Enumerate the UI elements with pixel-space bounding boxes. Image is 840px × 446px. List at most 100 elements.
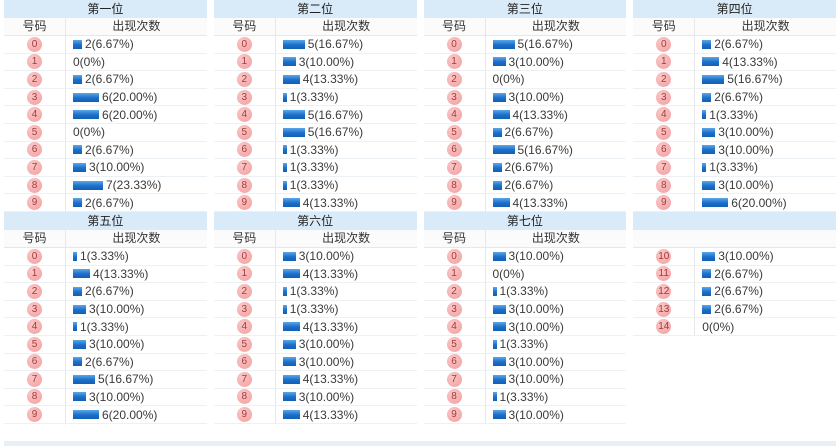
number-badge: 2 (446, 283, 462, 299)
frequency-value: 2(6.67%) (85, 195, 134, 210)
number-badge: 5 (27, 336, 42, 352)
number-cell: 0 (633, 36, 696, 53)
count-cell: 1(3.33%) (276, 142, 417, 159)
number-cell: 9 (424, 406, 486, 423)
frequency-bar (702, 162, 707, 172)
frequency-value: 3(10.00%) (718, 249, 774, 264)
number-badge: 1 (27, 54, 42, 70)
count-cell: 2(6.67%) (66, 194, 207, 211)
table-row: 9 4(13.33%) (213, 406, 417, 424)
number-cell: 13 (633, 300, 696, 318)
count-cell: 2(6.67%) (695, 301, 836, 318)
count-cell: 3(10.00%) (486, 248, 627, 265)
count-cell: 5(16.67%) (276, 106, 417, 123)
frequency-value: 5(16.67%) (727, 72, 783, 87)
frequency-bar (492, 357, 506, 367)
number-cell: 6 (633, 141, 696, 159)
position-stats-table: 10 3(10.00%) 11 2(6.67%) 12 2(6.67%) 13 2(6.67%… (633, 211, 836, 424)
table-row: 4 6(20.00%) (4, 106, 207, 124)
number-cell: 0 (424, 36, 486, 53)
position-stats-table: 第二位 号码 出现次数 0 5(16.67%) 1 3(10.00%) 2 4(13.33%) 3… (213, 0, 417, 212)
number-cell: 9 (214, 406, 276, 423)
table-row: 2 2(6.67%) (4, 71, 207, 89)
frequency-value: 2(6.67%) (714, 37, 763, 52)
number-badge: 5 (656, 124, 672, 140)
table-row: 0 2(6.67%) (4, 36, 207, 54)
frequency-value: 3(10.00%) (508, 302, 564, 317)
table-row: 4 3(10.00%) (423, 318, 627, 336)
count-cell: 1(3.33%) (276, 89, 417, 106)
column-header-number: 号码 (4, 18, 66, 35)
count-cell: 4(13.33%) (276, 318, 417, 335)
number-cell: 3 (214, 300, 276, 318)
number-cell: 1 (214, 265, 276, 283)
number-badge: 0 (236, 36, 252, 52)
frequency-bar (702, 145, 716, 155)
frequency-value: 5(16.67%) (98, 372, 154, 387)
table-row: 1 0(0%) (4, 53, 207, 72)
frequency-value: 3(10.00%) (508, 319, 564, 334)
frequency-bar (492, 162, 502, 172)
count-cell: 1(3.33%) (66, 248, 207, 265)
table-row: 3 2(6.67%) (633, 88, 836, 107)
table-row: 2 0(0%) (423, 71, 627, 89)
frequency-bar (282, 162, 287, 172)
frequency-value: 4(13.33%) (93, 266, 149, 281)
number-badge: 8 (27, 177, 42, 193)
frequency-bar (282, 392, 296, 402)
column-header-number: 号码 (214, 229, 276, 247)
frequency-bar (73, 357, 82, 367)
count-cell: 3(10.00%) (695, 248, 836, 265)
frequency-value: 1(3.33%) (80, 319, 129, 334)
count-cell: 3(10.00%) (276, 336, 417, 353)
number-cell: 0 (214, 247, 276, 265)
table-title (633, 211, 836, 230)
number-cell: 11 (633, 265, 696, 283)
frequency-bar (702, 57, 720, 67)
table-row: 6 5(16.67%) (423, 141, 627, 160)
number-cell: 2 (633, 71, 696, 88)
number-badge: 5 (27, 124, 42, 140)
column-header-number: 号码 (424, 18, 486, 35)
table-row: 0 5(16.67%) (213, 36, 417, 54)
number-badge: 9 (236, 195, 252, 211)
count-cell: 3(10.00%) (276, 54, 417, 71)
table-row: 1 0(0%) (423, 265, 627, 284)
number-badge: 6 (236, 142, 252, 158)
count-cell: 3(10.00%) (695, 177, 836, 194)
frequency-value: 1(3.33%) (499, 389, 549, 404)
number-cell: 7 (4, 159, 66, 176)
number-cell: 14 (633, 318, 696, 335)
frequency-bar (73, 162, 86, 172)
number-badge: 6 (446, 142, 462, 158)
frequency-value: 2(6.67%) (504, 160, 554, 175)
number-cell: 1 (424, 265, 486, 283)
number-cell: 1 (4, 53, 66, 71)
count-cell: 2(6.67%) (66, 71, 207, 88)
frequency-value: 3(10.00%) (508, 249, 564, 264)
frequency-bar (492, 39, 515, 49)
count-cell: 3(10.00%) (695, 124, 836, 141)
frequency-value: 6(20.00%) (102, 90, 158, 105)
number-cell: 7 (633, 159, 696, 176)
number-cell: 4 (633, 106, 696, 123)
frequency-value: 4(13.33%) (512, 195, 568, 210)
frequency-value: 4(13.33%) (302, 195, 359, 210)
number-cell: 4 (4, 318, 66, 335)
frequency-bar (282, 251, 296, 261)
number-badge: 1 (446, 54, 462, 70)
count-cell: 1(3.33%) (695, 159, 836, 176)
frequency-value: 3(10.00%) (508, 407, 564, 422)
count-cell: 1(3.33%) (276, 159, 417, 176)
count-cell: 2(6.67%) (486, 124, 627, 141)
count-cell: 1(3.33%) (486, 336, 627, 353)
table-row: 9 6(20.00%) (4, 406, 207, 424)
table-row: 6 2(6.67%) (4, 353, 207, 372)
count-cell: 0(0%) (486, 266, 627, 283)
table-row: 9 4(13.33%) (213, 194, 417, 212)
table-row: 3 3(10.00%) (423, 88, 627, 107)
number-badge: 5 (446, 336, 462, 352)
number-cell: 5 (424, 335, 486, 353)
table-row: 7 2(6.67%) (423, 159, 627, 177)
number-cell: 6 (424, 141, 486, 159)
